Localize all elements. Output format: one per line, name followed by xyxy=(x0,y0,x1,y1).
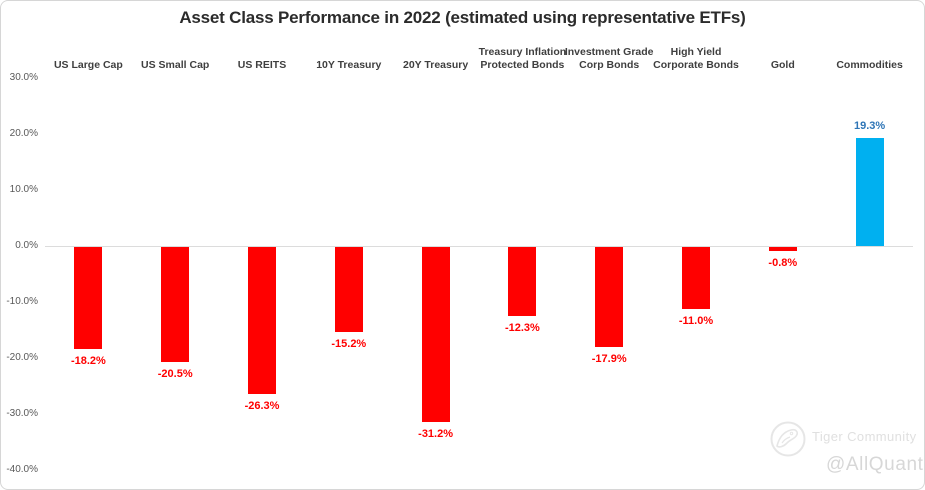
y-axis-tick-label: -30.0% xyxy=(6,408,38,419)
category-label: US Small Cap xyxy=(141,59,210,71)
y-axis-tick-label: 20.0% xyxy=(9,128,38,139)
bar xyxy=(595,247,624,348)
category-label: 20Y Treasury xyxy=(402,59,469,71)
bar-value-label: -31.2% xyxy=(418,427,454,440)
bar-value-label: -17.9% xyxy=(591,353,627,366)
category-label: Treasury Inflation Protected Bonds xyxy=(478,46,567,71)
category-label: Commodities xyxy=(836,59,903,71)
watermark-brand: Tiger Community xyxy=(812,429,917,444)
bar-value-label: -26.3% xyxy=(244,400,280,413)
bar xyxy=(74,247,103,349)
category-label: 10Y Treasury xyxy=(316,59,382,71)
bar-value-label: 19.3% xyxy=(853,119,886,132)
bar xyxy=(421,247,450,422)
category-label: Investment Grade Corp Bonds xyxy=(564,46,654,71)
watermark-handle: @AllQuant xyxy=(826,454,924,475)
zero-gridline xyxy=(45,246,913,247)
bar-value-label: -15.2% xyxy=(331,338,367,351)
bar xyxy=(682,247,710,309)
category-label: High Yield Corporate Bonds xyxy=(653,46,739,71)
bar xyxy=(508,247,537,316)
y-axis-tick-label: -40.0% xyxy=(6,464,38,475)
bar xyxy=(855,137,884,246)
bar xyxy=(161,247,190,362)
y-axis-tick-label: -10.0% xyxy=(6,296,38,307)
chart-title: Asset Class Performance in 2022 (estimat… xyxy=(179,8,746,27)
bar-value-label: -11.0% xyxy=(678,314,714,327)
bar xyxy=(248,247,276,395)
y-axis-tick-label: 10.0% xyxy=(9,184,38,195)
category-label: Gold xyxy=(770,59,795,71)
category-label: US Large Cap xyxy=(53,59,123,71)
bar-value-label: -12.3% xyxy=(504,321,540,334)
bar-value-label: -0.8% xyxy=(768,257,798,270)
bar xyxy=(768,247,797,252)
bar-value-label: -18.2% xyxy=(70,354,106,367)
y-axis-tick-label: 30.0% xyxy=(9,72,38,83)
bar-value-label: -20.5% xyxy=(157,367,193,380)
tiger-logo-icon xyxy=(770,421,806,457)
bar xyxy=(334,247,363,333)
y-axis-tick-label: 0.0% xyxy=(15,240,38,251)
y-axis-tick-label: -20.0% xyxy=(6,352,38,363)
category-label: US REITS xyxy=(237,59,287,71)
watermark: Tiger Community @AllQuant xyxy=(768,416,923,482)
